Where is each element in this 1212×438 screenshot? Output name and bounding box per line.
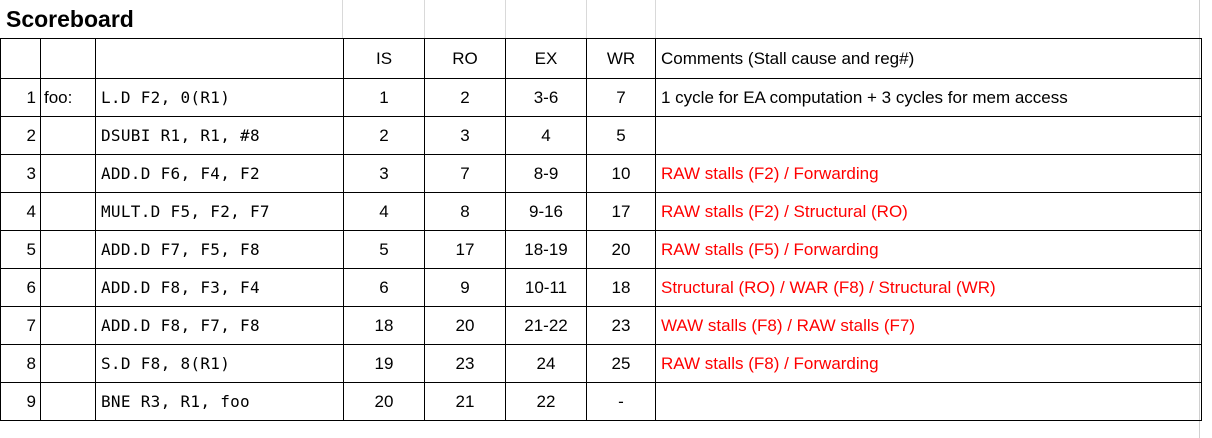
header-instruction[interactable] xyxy=(95,38,344,79)
write-result-cell[interactable]: 23 xyxy=(586,306,656,345)
row-number-cell[interactable]: 8 xyxy=(0,344,41,383)
table-row: 3 ADD.D F6, F4, F2 3 7 8-9 10 RAW stalls (F2) … xyxy=(0,154,1202,193)
read-operands-cell[interactable]: 2 xyxy=(424,78,506,117)
sheet-title: Scoreboard xyxy=(6,6,134,32)
header-label[interactable] xyxy=(40,38,96,79)
instruction-cell[interactable]: MULT.D F5, F2, F7 xyxy=(95,192,344,231)
issue-cell[interactable]: 19 xyxy=(343,344,425,383)
write-result-cell[interactable]: 18 xyxy=(586,268,656,307)
issue-cell[interactable]: 6 xyxy=(343,268,425,307)
comment-cell[interactable]: RAW stalls (F2) / Structural (RO) xyxy=(655,192,1202,231)
issue-cell[interactable]: 5 xyxy=(343,230,425,269)
instruction-cell[interactable]: ADD.D F8, F7, F8 xyxy=(95,306,344,345)
row-number-cell[interactable]: 5 xyxy=(0,230,41,269)
write-result-cell[interactable]: 20 xyxy=(586,230,656,269)
write-result-cell[interactable]: 5 xyxy=(586,116,656,155)
grid-line xyxy=(424,0,425,38)
write-result-cell[interactable]: 10 xyxy=(586,154,656,193)
write-result-cell[interactable]: 17 xyxy=(586,192,656,231)
read-operands-cell[interactable]: 7 xyxy=(424,154,506,193)
comment-cell[interactable]: RAW stalls (F5) / Forwarding xyxy=(655,230,1202,269)
read-operands-cell[interactable]: 23 xyxy=(424,344,506,383)
row-number-cell[interactable]: 7 xyxy=(0,306,41,345)
issue-cell[interactable]: 1 xyxy=(343,78,425,117)
grid-line xyxy=(586,0,587,38)
label-cell[interactable] xyxy=(40,344,96,383)
instruction-cell[interactable]: L.D F2, 0(R1) xyxy=(95,78,344,117)
header-ex[interactable]: EX xyxy=(505,38,587,79)
table-row: 4 MULT.D F5, F2, F7 4 8 9-16 17 RAW stalls (F2… xyxy=(0,192,1202,231)
execute-cell[interactable]: 4 xyxy=(505,116,587,155)
instruction-cell[interactable]: ADD.D F7, F5, F8 xyxy=(95,230,344,269)
label-cell[interactable] xyxy=(40,192,96,231)
table-row: 5 ADD.D F7, F5, F8 5 17 18-19 20 RAW stalls (F… xyxy=(0,230,1202,269)
scoreboard-table: IS RO EX WR Comments (Stall cause and re… xyxy=(0,38,1202,421)
label-cell[interactable]: foo: xyxy=(40,78,96,117)
header-is[interactable]: IS xyxy=(343,38,425,79)
label-cell[interactable] xyxy=(40,382,96,421)
execute-cell[interactable]: 9-16 xyxy=(505,192,587,231)
row-number-cell[interactable]: 3 xyxy=(0,154,41,193)
table-row: 8 S.D F8, 8(R1) 19 23 24 25 RAW stalls (F8) / … xyxy=(0,344,1202,383)
execute-cell[interactable]: 3-6 xyxy=(505,78,587,117)
comment-cell[interactable]: RAW stalls (F8) / Forwarding xyxy=(655,344,1202,383)
row-number-cell[interactable]: 6 xyxy=(0,268,41,307)
comment-cell[interactable] xyxy=(655,382,1202,421)
issue-cell[interactable]: 20 xyxy=(343,382,425,421)
comment-cell[interactable]: WAW stalls (F8) / RAW stalls (F7) xyxy=(655,306,1202,345)
instruction-cell[interactable]: BNE R3, R1, foo xyxy=(95,382,344,421)
instruction-cell[interactable]: ADD.D F8, F3, F4 xyxy=(95,268,344,307)
row-number-cell[interactable]: 2 xyxy=(0,116,41,155)
comment-cell[interactable]: 1 cycle for EA computation + 3 cycles fo… xyxy=(655,78,1202,117)
execute-cell[interactable]: 18-19 xyxy=(505,230,587,269)
issue-cell[interactable]: 3 xyxy=(343,154,425,193)
table-row: 7 ADD.D F8, F7, F8 18 20 21-22 23 WAW stalls (… xyxy=(0,306,1202,345)
label-cell[interactable] xyxy=(40,230,96,269)
write-result-cell[interactable]: 25 xyxy=(586,344,656,383)
grid-line xyxy=(342,0,343,38)
label-cell[interactable] xyxy=(40,306,96,345)
comment-cell[interactable]: Structural (RO) / WAR (F8) / Structural … xyxy=(655,268,1202,307)
read-operands-cell[interactable]: 9 xyxy=(424,268,506,307)
write-result-cell[interactable]: 7 xyxy=(586,78,656,117)
table-row: 2 DSUBI R1, R1, #8 2 3 4 5 xyxy=(0,116,1202,155)
issue-cell[interactable]: 18 xyxy=(343,306,425,345)
read-operands-cell[interactable]: 21 xyxy=(424,382,506,421)
row-number-cell[interactable]: 9 xyxy=(0,382,41,421)
comment-cell[interactable] xyxy=(655,116,1202,155)
instruction-cell[interactable]: S.D F8, 8(R1) xyxy=(95,344,344,383)
table-row: 9 BNE R3, R1, foo 20 21 22- xyxy=(0,382,1202,421)
label-cell[interactable] xyxy=(40,154,96,193)
issue-cell[interactable]: 2 xyxy=(343,116,425,155)
header-ro[interactable]: RO xyxy=(424,38,506,79)
table-header-row: IS RO EX WR Comments (Stall cause and re… xyxy=(0,38,1202,79)
instruction-cell[interactable]: DSUBI R1, R1, #8 xyxy=(95,116,344,155)
label-cell[interactable] xyxy=(40,116,96,155)
read-operands-cell[interactable]: 3 xyxy=(424,116,506,155)
grid-line xyxy=(655,0,656,38)
header-wr[interactable]: WR xyxy=(586,38,656,79)
execute-cell[interactable]: 10-11 xyxy=(505,268,587,307)
table-row: 1 foo: L.D F2, 0(R1) 1 2 3-6 7 1 cycle for EA c… xyxy=(0,78,1202,117)
comment-cell[interactable]: RAW stalls (F2) / Forwarding xyxy=(655,154,1202,193)
row-number-cell[interactable]: 4 xyxy=(0,192,41,231)
table-row: 6 ADD.D F8, F3, F4 6 9 10-11 18 Structural (RO… xyxy=(0,268,1202,307)
read-operands-cell[interactable]: 8 xyxy=(424,192,506,231)
execute-cell[interactable]: 22 xyxy=(505,382,587,421)
read-operands-cell[interactable]: 17 xyxy=(424,230,506,269)
execute-cell[interactable]: 24 xyxy=(505,344,587,383)
header-comments[interactable]: Comments (Stall cause and reg#) xyxy=(655,38,1202,79)
grid-line xyxy=(505,0,506,38)
header-num[interactable] xyxy=(0,38,41,79)
execute-cell[interactable]: 8-9 xyxy=(505,154,587,193)
execute-cell[interactable]: 21-22 xyxy=(505,306,587,345)
instruction-cell[interactable]: ADD.D F6, F4, F2 xyxy=(95,154,344,193)
write-result-cell[interactable]: - xyxy=(586,382,656,421)
row-number-cell[interactable]: 1 xyxy=(0,78,41,117)
label-cell[interactable] xyxy=(40,268,96,307)
issue-cell[interactable]: 4 xyxy=(343,192,425,231)
read-operands-cell[interactable]: 20 xyxy=(424,306,506,345)
